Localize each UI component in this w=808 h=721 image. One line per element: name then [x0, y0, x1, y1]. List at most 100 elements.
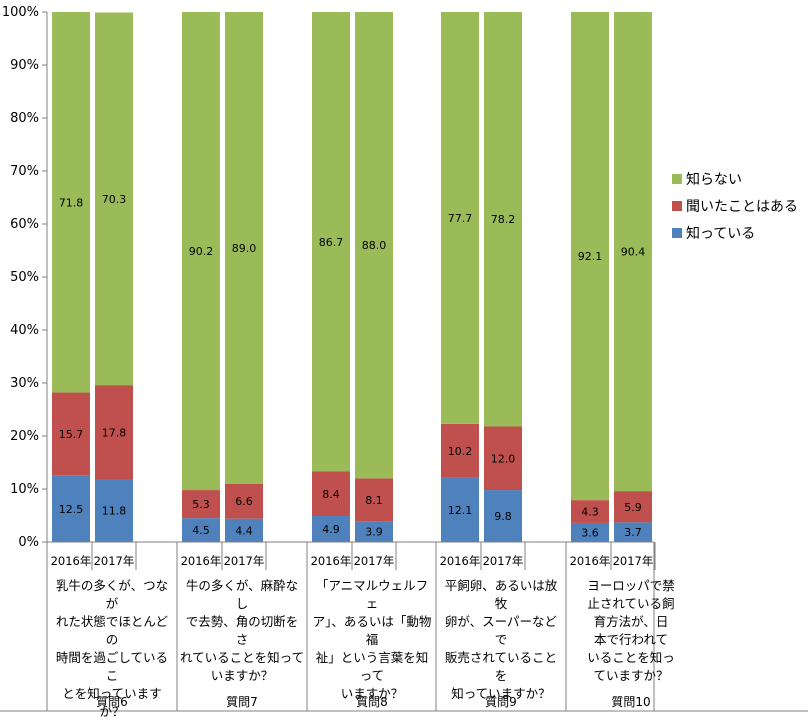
bar-segment: [95, 12, 133, 386]
bar-segment: [312, 471, 350, 517]
legend-label: 聞いたことはある: [686, 199, 798, 215]
question-text-line: 乳牛の多くが、つなが: [55, 578, 169, 611]
question-text-line: いますか？: [210, 668, 274, 683]
bar-segment: [484, 490, 522, 542]
question-text-line: 止されている飼: [587, 596, 675, 611]
data-label: 8.4: [322, 488, 340, 501]
bars: [52, 12, 652, 542]
x-year-label: 2017年: [224, 554, 265, 568]
data-label: 88.0: [362, 239, 387, 252]
data-label: 10.2: [448, 445, 473, 458]
bar-segment: [614, 491, 652, 523]
bar-segment: [441, 423, 479, 478]
bar-segment: [571, 500, 609, 523]
data-label: 71.8: [59, 196, 84, 209]
bar-segment: [441, 12, 479, 424]
x-year-label: 2017年: [94, 554, 135, 568]
question-text: 牛の多くが、麻酔なし で去勢、角の切断をされていることを知って いますか？: [180, 577, 304, 685]
bar-segment: [52, 12, 90, 393]
question-text-line: とを知っていますか？: [62, 686, 162, 719]
question-text-line: ヨーロッパで禁: [587, 578, 675, 593]
bar-segment: [441, 477, 479, 542]
y-tick-label: 80%: [10, 111, 39, 126]
data-label: 90.2: [189, 245, 214, 258]
bar-segment: [312, 12, 350, 472]
y-axis: 0% 10% 20% 30% 40% 50% 60% 70% 80% 90% 100%: [2, 5, 48, 550]
data-label: 70.3: [102, 193, 127, 206]
data-label: 5.9: [624, 501, 642, 514]
x-year-label: 2017年: [483, 554, 524, 568]
question-text-line: 「アニマルウェルフェ: [315, 578, 429, 611]
x-year-label: 2017年: [613, 554, 654, 568]
question-text-line: 卵が、スーパーなどで: [444, 614, 558, 647]
bar-segment: [614, 12, 652, 492]
y-tick-label: 20%: [10, 429, 39, 444]
data-label: 4.5: [192, 524, 210, 537]
data-label: 90.4: [621, 246, 646, 259]
bar-segment: [312, 516, 350, 542]
question-text-line: れていることを知って: [180, 650, 305, 665]
data-label: 12.1: [448, 504, 473, 517]
question-text: 「アニマルウェルフェ ア」、あるいは「動物福 祉」という言葉を知って いますか？: [310, 577, 434, 703]
question-number-label: 質問6: [96, 695, 128, 709]
question-text-line: いることを知っ: [587, 650, 675, 665]
y-tick-label: 50%: [10, 270, 39, 285]
data-labels: 12.5 15.7 71.8 11.8 17.8 70.3 4.5 5.3 90.2 4.4 6.6…: [59, 193, 646, 540]
bar-segment: [484, 426, 522, 491]
bar-segment: [182, 490, 220, 519]
data-label: 3.7: [624, 526, 642, 539]
question-text-line: で去勢、角の切断をさ: [185, 614, 299, 647]
y-tick-label: 70%: [10, 164, 39, 179]
legend-label: 知っている: [686, 225, 755, 242]
bar-segment: [355, 478, 393, 522]
x-year-label: 2016年: [51, 554, 92, 568]
bar-segment: [182, 12, 220, 491]
bar-segment: [355, 12, 393, 479]
data-label: 9.8: [494, 510, 512, 523]
y-tick-label: 30%: [10, 376, 39, 391]
data-label: 78.2: [491, 213, 516, 226]
bar-segment: [225, 518, 263, 542]
legend-label: 知らない: [686, 171, 742, 188]
y-tick-label: 0%: [18, 535, 39, 550]
bar-segment: [484, 12, 522, 427]
bar-segment: [225, 12, 263, 484]
data-label: 92.1: [578, 250, 603, 263]
question-text: 平飼卵、あるいは放牧 卵が、スーパーなどで 販売されていることを知っていますか？: [439, 577, 563, 703]
data-label: 3.9: [365, 526, 383, 539]
y-tick-label: 60%: [10, 217, 39, 232]
x-year-label: 2017年: [354, 554, 395, 568]
data-label: 8.1: [365, 494, 383, 507]
bar-segment: [52, 475, 90, 542]
question-number-label: 質問8: [356, 695, 388, 709]
question-text-line: 時間を過ごしているこ: [55, 650, 169, 683]
data-label: 4.9: [322, 523, 340, 536]
question-text-line: れた状態でほとんどの: [55, 614, 169, 647]
bar-segment: [614, 522, 652, 542]
bar-segment: [95, 479, 133, 542]
question-text: ヨーロッパで禁 止されている飼 育方法が、日 本で行われて いることを知っ ていますか？: [569, 577, 693, 685]
question-text-line: 牛の多くが、麻酔なし: [185, 578, 299, 611]
data-label: 15.7: [59, 428, 84, 441]
question-number-label: 質問10: [611, 695, 651, 709]
question-text-line: 販売されていることを: [444, 650, 558, 683]
question-text-line: 本で行われて: [593, 632, 668, 647]
bar-segment: [571, 522, 609, 542]
question-text-line: 祉」という言葉を知って: [315, 650, 429, 683]
data-label: 77.7: [448, 212, 473, 225]
x-year-label: 2016年: [181, 554, 222, 568]
question-text-line: 平飼卵、あるいは放牧: [444, 578, 558, 611]
question-text-line: 知っていますか？: [451, 686, 551, 701]
x-axis: 2016年 2017年 2016年 2017年 2016年 2017年 2016年 2017年…: [0, 541, 808, 712]
legend-swatch: [672, 174, 682, 184]
data-label: 5.3: [192, 498, 210, 511]
question-number-label: 質問7: [226, 695, 258, 709]
x-year-label: 2016年: [440, 554, 481, 568]
data-label: 89.0: [232, 242, 257, 255]
data-label: 11.8: [102, 505, 127, 518]
y-tick-label: 40%: [10, 323, 39, 338]
bar-segment: [355, 521, 393, 542]
bar-segment: [182, 518, 220, 542]
